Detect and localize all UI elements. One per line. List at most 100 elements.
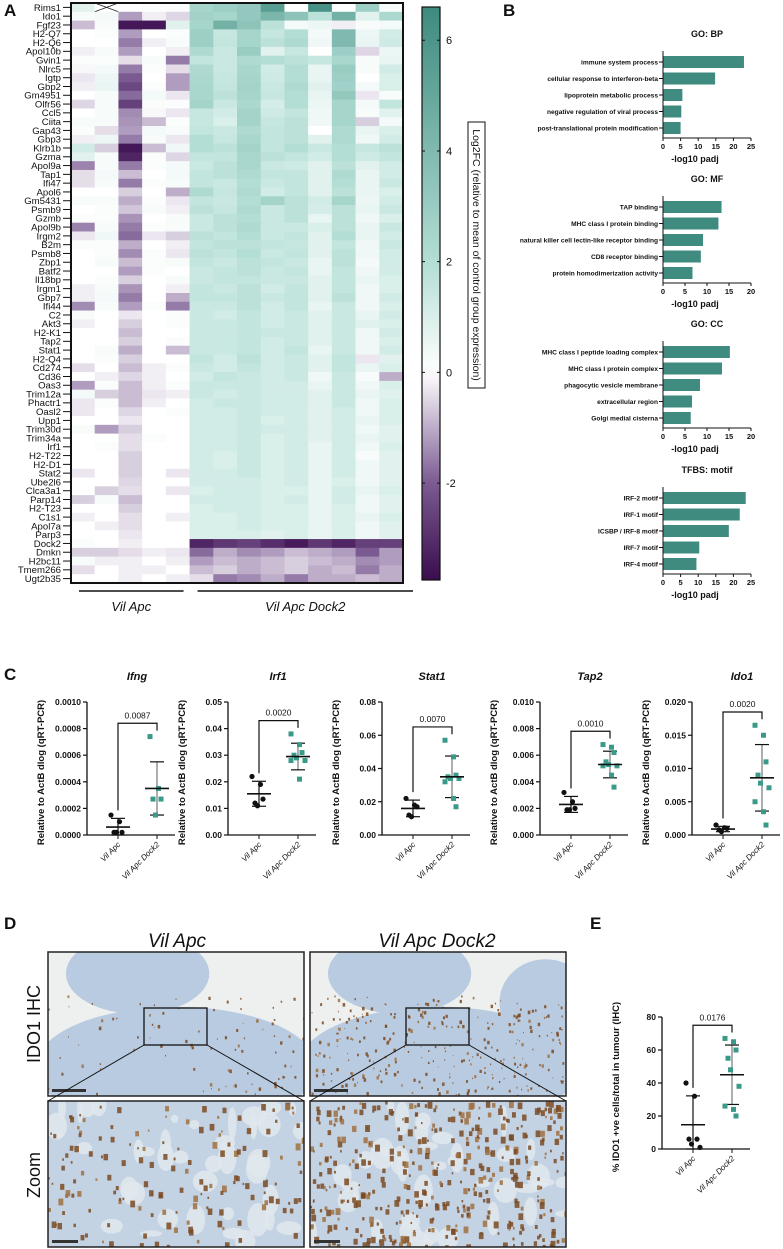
heatmap-cell [355,55,380,65]
y-tick-label: 0.02 [205,777,222,787]
stained-cell [531,1009,534,1013]
heatmap-cell [71,495,96,505]
stained-cell [463,1167,467,1172]
stained-cell [219,1209,224,1216]
gland-lumen [79,1101,96,1118]
stained-cell [508,1101,514,1109]
stained-cell [82,1118,86,1123]
stained-cell [319,1209,323,1213]
heatmap-cell [94,556,119,566]
stained-cell [110,1125,114,1130]
stained-cell [498,1108,503,1115]
heatmap-cell [213,574,238,584]
stained-cell [171,1165,176,1172]
heatmap-cell [118,547,143,557]
stained-cell [400,1210,404,1215]
stained-cell [432,1217,435,1221]
stained-cell [366,1194,370,1200]
stained-cell [500,1000,502,1002]
heatmap-cell [308,178,333,188]
stained-cell [234,1048,237,1051]
heatmap-cell [284,336,309,347]
stained-cell [512,1175,518,1182]
stained-cell [165,1106,169,1112]
data-point [456,775,462,781]
heatmap-cell [118,38,143,48]
heatmap-cell [379,108,404,118]
stained-cell [378,1240,381,1243]
stained-cell [375,1144,380,1152]
heatmap-cell [118,99,143,109]
gene-label: Stat2 [39,469,61,480]
heatmap-cell [260,345,285,355]
stained-cell [442,1202,446,1207]
heatmap-cell [308,442,333,452]
stained-cell [299,1170,303,1175]
heatmap-cell [237,213,262,223]
stained-cell [541,1137,545,1142]
heatmap-cell [165,556,190,566]
stained-cell [376,1076,379,1080]
heatmap-cell [355,512,380,522]
enrichment-category-label: ICSBP / IRF-8 motif [598,528,659,535]
stained-cell [480,1231,483,1235]
heatmap-cell [189,565,214,575]
stained-cell [118,1197,121,1201]
heatmap-cell [308,108,333,118]
heatmap-cell [237,284,262,294]
heatmap-cell [94,380,119,390]
stained-cell [538,1084,540,1087]
p-value-label: 0.0087 [125,710,151,720]
stained-cell [99,1105,102,1109]
stained-cell [432,998,435,1002]
stained-cell [327,1130,332,1136]
stained-cell [406,1184,411,1191]
y-axis-label: Relative to ActB dlog (qRT-PCR) [177,700,188,845]
heatmap-cell [71,354,96,364]
x-tick-label: 20 [747,287,755,296]
stained-cell [380,1228,383,1232]
stained-cell [546,1089,548,1092]
stained-cell [402,1145,405,1149]
stained-cell [288,1035,291,1039]
data-point [260,796,266,802]
stained-cell [238,1237,243,1243]
significance-bracket [412,726,453,793]
heatmap-cell [308,152,333,162]
stained-cell [393,1016,396,1019]
stained-cell [491,1172,495,1177]
data-point [752,799,758,805]
heatmap-cell [331,64,356,74]
y-tick-label: 0.0000 [55,830,81,840]
heatmap-cell [355,205,380,215]
stained-cell [354,1163,359,1170]
stained-cell [352,1159,355,1163]
gland-lumen [257,1112,281,1138]
stained-cell [512,1226,515,1230]
stained-cell [397,1070,399,1074]
stained-cell [414,1191,419,1198]
stained-cell [241,1049,244,1053]
stained-cell [323,1074,325,1076]
heatmap-cell [165,530,190,540]
stained-cell [340,1199,344,1204]
heatmap-cell [189,73,214,83]
heatmap-cell [379,29,404,39]
gland-lumen [264,1208,275,1231]
stained-cell [73,1179,77,1184]
zoom-connector-line [206,1044,305,1102]
stained-cell [372,1105,377,1112]
stained-cell [468,1131,473,1137]
heatmap-cell [260,521,285,531]
stained-cell [513,1056,516,1059]
heatmap-cell [213,99,238,109]
stained-cell [359,1153,362,1158]
heatmap-cell [213,389,238,399]
stained-cell [129,1143,132,1146]
stained-cell [498,1012,501,1016]
heatmap-cell [260,495,285,505]
heatmap-cell [71,29,96,39]
stained-cell [404,1236,410,1243]
heatmap-cell [71,73,96,83]
